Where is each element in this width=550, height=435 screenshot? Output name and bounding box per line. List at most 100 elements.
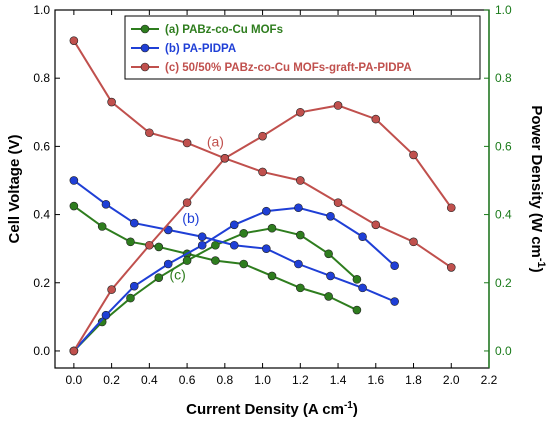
series-1-power-point (358, 232, 367, 242)
series-1-power-point (262, 206, 271, 216)
series-0-voltage-point (211, 256, 220, 265)
series-2-voltage-point (296, 176, 305, 185)
legend-entry-label: (b) PA-PIDPA (165, 43, 236, 55)
series-1-voltage-point (262, 244, 271, 253)
series-1-power-point (197, 240, 207, 250)
series-2-power-point (107, 285, 116, 294)
x-tick-label: 1.2 (292, 373, 309, 387)
series-2-voltage-point (107, 97, 116, 107)
series-2-power-point (258, 131, 267, 141)
legend-entry-label: (c) 50/50% PABz-co-Cu MOFs-graft-PA-PIDP… (165, 62, 412, 74)
series-2-power-point (409, 150, 418, 160)
series-1-power-point (326, 211, 335, 221)
y-right-tick-label: 0.4 (495, 208, 512, 222)
series-2-voltage-point (258, 167, 267, 177)
series-0-voltage-point (97, 222, 107, 231)
legend-box (124, 15, 481, 80)
legend-swatch-marker (140, 62, 150, 72)
series-2-voltage-point (446, 263, 456, 272)
series-2-power-point (371, 114, 381, 124)
x-tick-label: 0.4 (141, 373, 158, 387)
y-left-tick-label: 0.4 (33, 208, 50, 222)
series-1-power-point (390, 261, 399, 271)
series-1-voltage-point (69, 176, 79, 185)
x-tick-label: 0.8 (216, 373, 233, 387)
series-1-voltage-point (197, 232, 207, 242)
y-left-tick-label: 0.8 (33, 71, 50, 85)
series-1-power-point (163, 259, 173, 269)
x-tick-label: 2.2 (481, 373, 498, 387)
x-tick-label: 1.6 (367, 373, 384, 387)
series-1-voltage-point (358, 283, 367, 293)
series-2-power-point (69, 346, 79, 356)
series-2-voltage-point (371, 220, 381, 230)
series-0-power-point (182, 256, 192, 265)
series-0-power-point (324, 249, 333, 259)
y-left-tick-label: 1.0 (33, 3, 50, 17)
y-right-tick-label: 0.6 (495, 139, 512, 153)
series-2-power-point (446, 203, 456, 213)
series-0-voltage-point (154, 242, 164, 252)
series-0-voltage-point (267, 271, 277, 281)
series-0-voltage-point (239, 259, 248, 269)
series-2-voltage-point (409, 237, 418, 247)
series-1-power-point (129, 281, 139, 291)
y-left-tick-label: 0.0 (33, 344, 50, 358)
series-group (69, 36, 456, 356)
series-0-voltage-point (126, 237, 135, 247)
series-1-voltage-point (326, 271, 335, 281)
series-2-power-point (182, 198, 192, 207)
legend: (a) PABz-co-Cu MOFs (b) PA-PIDPA (c) 50/50… (124, 15, 481, 80)
series-0-power-point (211, 240, 220, 250)
series-1-power-point (229, 220, 239, 230)
series-0-power-point (296, 230, 305, 240)
x-tick-label: 0.6 (179, 373, 196, 387)
curve-annotation: (b) (182, 210, 199, 226)
series-0-power-point (154, 273, 164, 282)
series-1-voltage-point (129, 218, 139, 228)
series-1-voltage-point (229, 240, 239, 250)
x-tick-label: 2.0 (443, 373, 460, 387)
series-0-voltage-point (324, 292, 333, 301)
series-2-power-point (333, 101, 343, 110)
series-2-voltage-point (182, 138, 192, 148)
legend-entry-label: (a) PABz-co-Cu MOFs (165, 24, 283, 36)
series-1-power-point (101, 310, 111, 320)
y-right-axis-label: Power Density (W cm-1) (528, 105, 547, 272)
series-1-power-point (294, 203, 303, 213)
series-2-voltage-point (145, 128, 154, 138)
series-0-power-point (126, 293, 135, 303)
x-tick-label: 1.0 (254, 373, 271, 387)
curve-annotation: (c) (169, 266, 185, 282)
series-2-voltage-point (69, 36, 79, 45)
y-right-tick-label: 0.2 (495, 276, 512, 290)
series-2-power-point (296, 107, 305, 117)
series-2-power-point (145, 240, 154, 250)
series-2-voltage-point (333, 198, 343, 207)
series-0-voltage-point (352, 305, 362, 315)
curve-annotation: (a) (207, 133, 224, 149)
x-axis-label: Current Density (A cm-1) (186, 400, 358, 418)
series-0-voltage-point (69, 201, 79, 211)
x-tick-label: 1.4 (330, 373, 347, 387)
legend-swatch-marker (140, 24, 150, 34)
x-tick-label: 0.0 (66, 373, 83, 387)
y-left-axis-label: Cell Voltage (V) (6, 135, 23, 244)
series-0-voltage-point (296, 283, 305, 293)
legend-swatch-marker (140, 43, 150, 53)
axes: 0.0 0.2 0.4 0.6 0.8 1.0 1.2 1.4 1.6 1.8 2.0 2.2 0.0 0… (6, 3, 547, 418)
y-right-tick-label: 0.8 (495, 71, 512, 85)
y-left-tick-label: 0.6 (33, 139, 50, 153)
series-0-power-point (352, 275, 362, 284)
series-1-voltage-point (390, 297, 399, 306)
y-left-tick-label: 0.2 (33, 276, 50, 290)
series-1-voltage-point (294, 259, 303, 269)
y-right-tick-label: 0.0 (495, 344, 512, 358)
y-right-tick-label: 1.0 (495, 3, 512, 17)
series-1-voltage-point (101, 200, 111, 209)
series-0-power-point (239, 229, 248, 238)
annotations-group: (a) (b) (c) (169, 133, 223, 282)
series-2-power-point (220, 154, 230, 163)
series-0-power-point (267, 223, 277, 233)
